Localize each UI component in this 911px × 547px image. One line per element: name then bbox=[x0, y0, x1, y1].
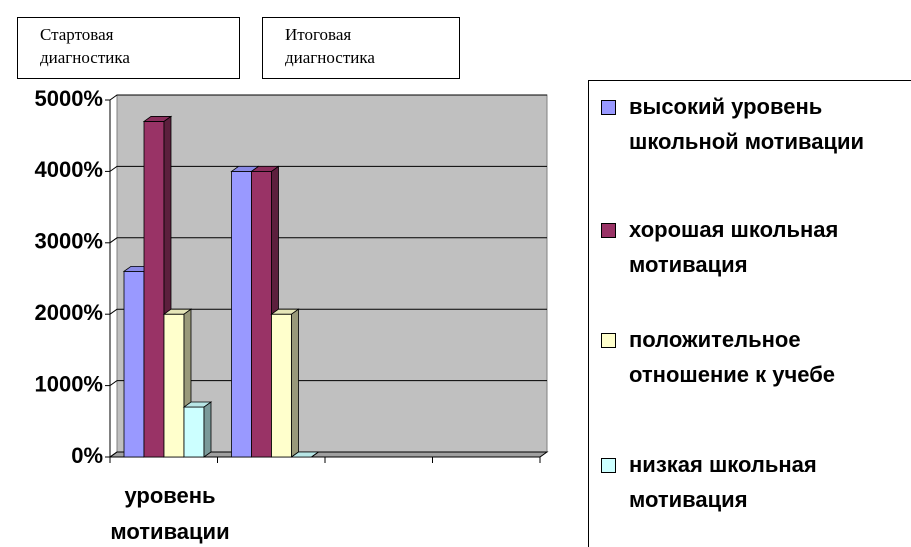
y-tick-label: 5000% bbox=[34, 86, 103, 111]
bar-front bbox=[271, 313, 292, 458]
legend-label: хорошая школьная мотивация bbox=[629, 217, 839, 277]
bar-front bbox=[183, 406, 205, 458]
bar bbox=[162, 308, 193, 458]
legend-swatch bbox=[601, 458, 616, 473]
grid-line bbox=[109, 380, 547, 387]
bar-front bbox=[143, 121, 165, 458]
bar bbox=[182, 401, 213, 458]
bar-side bbox=[203, 401, 212, 458]
annotation: Стартовая диагностика bbox=[17, 17, 240, 79]
legend-swatch bbox=[601, 333, 616, 348]
legend-label: положительное отношение к учебе bbox=[629, 327, 836, 387]
grid-line bbox=[109, 308, 547, 315]
grid-line bbox=[109, 451, 547, 458]
bar-front bbox=[123, 270, 145, 458]
bar-front bbox=[231, 170, 252, 458]
y-tick-label: 4000% bbox=[34, 157, 103, 182]
annotation: Итоговая диагностика bbox=[262, 17, 460, 79]
x-tick-label: уровень мотивации bbox=[110, 483, 230, 544]
grid-line bbox=[109, 165, 547, 172]
y-tick-label: 3000% bbox=[34, 229, 103, 254]
bar-front bbox=[251, 170, 272, 458]
y-tick-label: 1000% bbox=[34, 371, 103, 396]
bar bbox=[290, 451, 320, 458]
grid-line bbox=[109, 237, 547, 244]
bar-front bbox=[163, 313, 185, 458]
y-tick-label: 0% bbox=[71, 443, 103, 468]
legend-label: низкая школьная мотивация bbox=[629, 452, 817, 512]
bar bbox=[270, 308, 300, 458]
bar-side bbox=[291, 308, 299, 458]
legend-label: высокий уровень школьной мотивации bbox=[629, 94, 865, 154]
legend-swatch bbox=[601, 100, 616, 115]
y-tick-label: 2000% bbox=[34, 300, 103, 325]
legend-swatch bbox=[601, 223, 616, 238]
grid-line bbox=[109, 94, 547, 101]
legend: высокий уровень школьной мотивации хороша… bbox=[588, 80, 911, 547]
bar-side bbox=[311, 451, 319, 458]
